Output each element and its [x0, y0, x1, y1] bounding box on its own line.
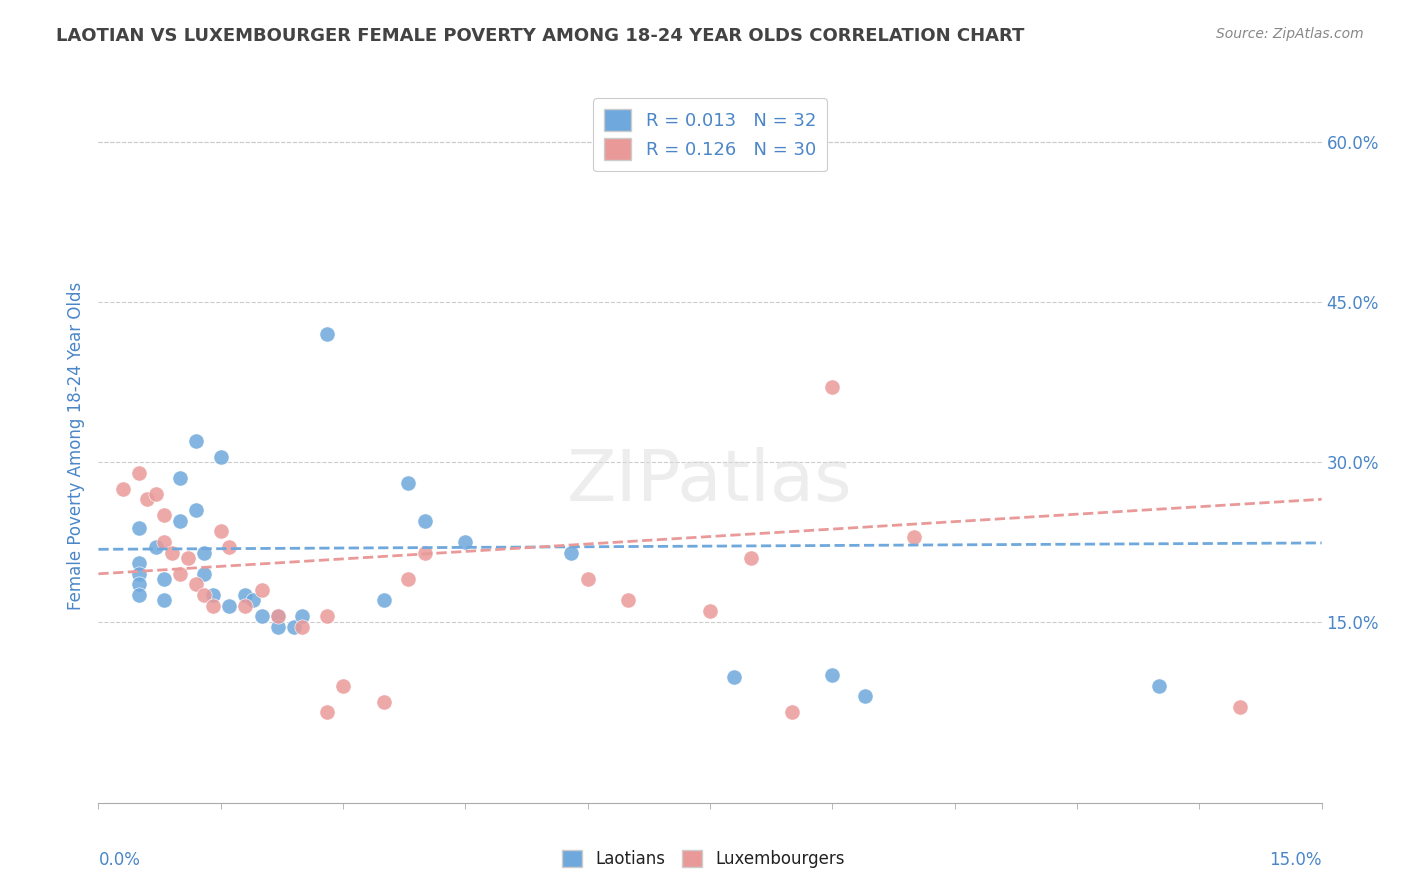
- Point: [396, 476, 419, 491]
- Point: [373, 593, 395, 607]
- Point: [291, 609, 314, 624]
- Point: [128, 556, 150, 570]
- Point: [218, 599, 240, 613]
- Point: [315, 609, 337, 624]
- Point: [267, 620, 290, 634]
- Point: [111, 482, 134, 496]
- Point: [267, 609, 290, 624]
- Text: Source: ZipAtlas.com: Source: ZipAtlas.com: [1216, 27, 1364, 41]
- Text: ZIPatlas: ZIPatlas: [567, 447, 853, 516]
- Point: [413, 514, 436, 528]
- Point: [250, 609, 273, 624]
- Point: [315, 327, 337, 342]
- Point: [617, 593, 640, 607]
- Point: [233, 599, 256, 613]
- Point: [413, 545, 436, 559]
- Text: LAOTIAN VS LUXEMBOURGER FEMALE POVERTY AMONG 18-24 YEAR OLDS CORRELATION CHART: LAOTIAN VS LUXEMBOURGER FEMALE POVERTY A…: [56, 27, 1025, 45]
- Point: [193, 566, 215, 581]
- Point: [160, 545, 183, 559]
- Point: [250, 582, 273, 597]
- Text: 15.0%: 15.0%: [1270, 851, 1322, 869]
- Point: [699, 604, 721, 618]
- Point: [315, 706, 337, 720]
- Point: [169, 471, 191, 485]
- Point: [145, 540, 167, 554]
- Point: [396, 572, 419, 586]
- Point: [242, 593, 264, 607]
- Point: [128, 521, 150, 535]
- Point: [186, 503, 208, 517]
- Point: [186, 577, 208, 591]
- Point: [267, 609, 290, 624]
- Point: [186, 434, 208, 448]
- Legend: R = 0.013   N = 32, R = 0.126   N = 30: R = 0.013 N = 32, R = 0.126 N = 30: [593, 98, 827, 171]
- Point: [128, 577, 150, 591]
- Point: [1147, 679, 1170, 693]
- Point: [169, 566, 191, 581]
- Legend: Laotians, Luxembourgers: Laotians, Luxembourgers: [555, 843, 851, 875]
- Point: [373, 695, 395, 709]
- Point: [853, 690, 876, 704]
- Point: [780, 706, 803, 720]
- Point: [209, 450, 232, 464]
- Point: [576, 572, 599, 586]
- Point: [332, 679, 354, 693]
- Point: [201, 588, 224, 602]
- Point: [218, 540, 240, 554]
- Point: [152, 508, 174, 523]
- Point: [152, 593, 174, 607]
- Point: [903, 529, 925, 543]
- Point: [128, 588, 150, 602]
- Point: [152, 572, 174, 586]
- Point: [821, 380, 844, 394]
- Y-axis label: Female Poverty Among 18-24 Year Olds: Female Poverty Among 18-24 Year Olds: [66, 282, 84, 610]
- Point: [740, 550, 762, 565]
- Point: [283, 620, 305, 634]
- Point: [723, 670, 745, 684]
- Text: 0.0%: 0.0%: [98, 851, 141, 869]
- Point: [128, 566, 150, 581]
- Point: [560, 545, 582, 559]
- Point: [454, 534, 477, 549]
- Point: [1229, 700, 1251, 714]
- Point: [177, 550, 200, 565]
- Point: [128, 466, 150, 480]
- Point: [291, 620, 314, 634]
- Point: [233, 588, 256, 602]
- Point: [169, 514, 191, 528]
- Point: [152, 534, 174, 549]
- Point: [193, 545, 215, 559]
- Point: [821, 668, 844, 682]
- Point: [193, 588, 215, 602]
- Point: [209, 524, 232, 539]
- Point: [201, 599, 224, 613]
- Point: [145, 487, 167, 501]
- Point: [136, 492, 159, 507]
